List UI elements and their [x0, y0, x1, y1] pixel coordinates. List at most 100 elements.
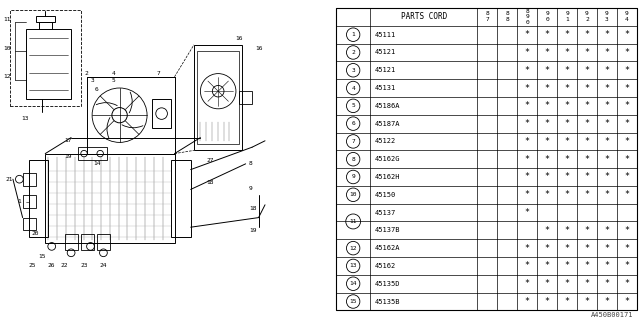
Text: 24: 24 — [100, 263, 107, 268]
Text: 23: 23 — [80, 263, 88, 268]
Text: *: * — [564, 137, 570, 146]
Text: *: * — [604, 190, 609, 199]
Text: *: * — [564, 30, 570, 39]
Text: *: * — [545, 279, 550, 288]
Text: *: * — [525, 84, 530, 92]
Text: *: * — [604, 66, 609, 75]
Text: 45121: 45121 — [375, 67, 396, 73]
Text: *: * — [584, 66, 589, 75]
Text: 21: 21 — [5, 177, 13, 182]
Text: *: * — [525, 244, 530, 253]
Text: *: * — [564, 244, 570, 253]
Text: 27: 27 — [206, 157, 214, 163]
Bar — [39, 22, 52, 29]
Bar — [172, 160, 191, 237]
Text: 11: 11 — [349, 219, 357, 224]
Text: 9: 9 — [249, 186, 253, 191]
Text: *: * — [525, 208, 530, 217]
Text: *: * — [584, 48, 589, 57]
Text: 26: 26 — [48, 263, 56, 268]
Text: *: * — [604, 119, 609, 128]
Text: 6: 6 — [351, 121, 355, 126]
Text: *: * — [564, 84, 570, 92]
Text: 3: 3 — [90, 77, 94, 83]
Bar — [45, 154, 175, 243]
Text: *: * — [584, 119, 589, 128]
Text: *: * — [584, 261, 589, 270]
Text: *: * — [525, 172, 530, 181]
Bar — [152, 99, 172, 128]
Text: 10: 10 — [349, 192, 357, 197]
Text: *: * — [584, 137, 589, 146]
Text: *: * — [584, 30, 589, 39]
Text: *: * — [604, 244, 609, 253]
Text: 5: 5 — [351, 103, 355, 108]
Text: 19: 19 — [249, 228, 257, 233]
Text: PARTS CORD: PARTS CORD — [401, 12, 447, 21]
Text: 1: 1 — [17, 199, 21, 204]
Text: *: * — [584, 155, 589, 164]
Text: *: * — [564, 119, 570, 128]
Text: 45111: 45111 — [375, 32, 396, 38]
Bar — [22, 173, 36, 186]
Bar — [29, 160, 49, 237]
Text: 45162: 45162 — [375, 263, 396, 269]
Text: *: * — [545, 84, 550, 92]
Text: *: * — [545, 101, 550, 110]
Text: 45121: 45121 — [375, 50, 396, 55]
Text: 4: 4 — [111, 71, 115, 76]
Text: 45162G: 45162G — [375, 156, 401, 162]
Text: 45162A: 45162A — [375, 245, 401, 251]
Text: 15: 15 — [38, 253, 46, 259]
Text: *: * — [525, 101, 530, 110]
Text: 18: 18 — [249, 205, 257, 211]
Text: *: * — [604, 137, 609, 146]
Bar — [239, 91, 252, 104]
Text: *: * — [584, 101, 589, 110]
Text: 25: 25 — [29, 263, 36, 268]
Text: *: * — [625, 172, 629, 181]
Text: *: * — [564, 190, 570, 199]
Text: 13: 13 — [22, 116, 29, 121]
Text: 1: 1 — [351, 32, 355, 37]
Text: *: * — [625, 297, 629, 306]
Text: 2: 2 — [351, 50, 355, 55]
Text: *: * — [604, 155, 609, 164]
Text: 13: 13 — [349, 263, 357, 268]
Text: *: * — [545, 30, 550, 39]
Bar — [197, 51, 239, 144]
Text: *: * — [545, 297, 550, 306]
Text: *: * — [584, 297, 589, 306]
Text: *: * — [584, 190, 589, 199]
Text: *: * — [525, 30, 530, 39]
Bar — [10, 10, 81, 106]
Bar — [26, 29, 71, 99]
Text: 45187A: 45187A — [375, 121, 401, 127]
Text: 8
9
0: 8 9 0 — [525, 9, 529, 25]
Text: *: * — [604, 48, 609, 57]
Text: 11: 11 — [3, 17, 11, 22]
Text: 45135B: 45135B — [375, 299, 401, 305]
Text: *: * — [625, 119, 629, 128]
Text: 8: 8 — [249, 161, 253, 166]
Text: 45162H: 45162H — [375, 174, 401, 180]
Text: *: * — [545, 137, 550, 146]
Text: 19: 19 — [64, 154, 72, 159]
Text: *: * — [525, 119, 530, 128]
Text: *: * — [584, 279, 589, 288]
Text: *: * — [564, 297, 570, 306]
Text: *: * — [564, 226, 570, 235]
Text: 9
1: 9 1 — [565, 12, 569, 22]
Text: *: * — [564, 261, 570, 270]
Text: *: * — [604, 84, 609, 92]
Text: 5: 5 — [111, 77, 115, 83]
Text: 14: 14 — [349, 281, 357, 286]
Text: *: * — [625, 279, 629, 288]
Bar — [194, 45, 243, 150]
Text: *: * — [545, 190, 550, 199]
Text: 9
2: 9 2 — [585, 12, 589, 22]
Bar — [22, 195, 36, 208]
Text: 16: 16 — [236, 36, 243, 41]
Text: 8: 8 — [351, 157, 355, 162]
Text: *: * — [625, 190, 629, 199]
